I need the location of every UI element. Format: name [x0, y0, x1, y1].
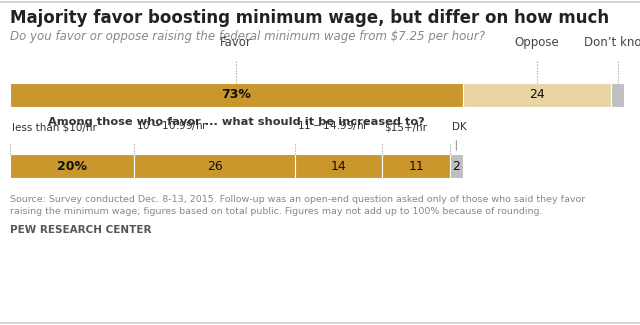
- Bar: [611, 83, 624, 107]
- Text: 11: 11: [408, 160, 424, 173]
- Text: 2: 2: [452, 160, 460, 173]
- Text: Majority favor boosting minimum wage, but differ on how much: Majority favor boosting minimum wage, bu…: [10, 9, 609, 27]
- Text: 14: 14: [331, 160, 346, 173]
- Text: Do you favor or oppose raising the federal minimum wage from $7.25 per hour?: Do you favor or oppose raising the feder…: [10, 30, 485, 43]
- Text: Source: Survey conducted Dec. 8-13, 2015. Follow-up was an open-end question ask: Source: Survey conducted Dec. 8-13, 2015…: [10, 195, 585, 216]
- Text: 20%: 20%: [57, 160, 87, 173]
- Text: $10-$10.99/hr: $10-$10.99/hr: [136, 119, 208, 132]
- Bar: [10, 154, 134, 178]
- Text: DK: DK: [452, 122, 467, 132]
- Bar: [450, 154, 463, 178]
- Text: less than $10/hr: less than $10/hr: [12, 122, 97, 132]
- Text: 73%: 73%: [221, 88, 252, 101]
- Text: Favor: Favor: [220, 36, 252, 49]
- Text: $11-$14.99/hr: $11-$14.99/hr: [297, 119, 369, 132]
- Text: Don’t know: Don’t know: [584, 36, 640, 49]
- Text: PEW RESEARCH CENTER: PEW RESEARCH CENTER: [10, 225, 152, 235]
- Text: Oppose: Oppose: [515, 36, 559, 49]
- Bar: [10, 83, 463, 107]
- Bar: [382, 154, 450, 178]
- Text: Among those who favor ... what should it be increased to?: Among those who favor ... what should it…: [48, 117, 424, 127]
- Bar: [463, 83, 611, 107]
- Bar: [134, 154, 295, 178]
- Text: 26: 26: [207, 160, 223, 173]
- Text: $15+/hr: $15+/hr: [384, 122, 427, 132]
- Bar: [295, 154, 382, 178]
- Text: 24: 24: [529, 88, 545, 101]
